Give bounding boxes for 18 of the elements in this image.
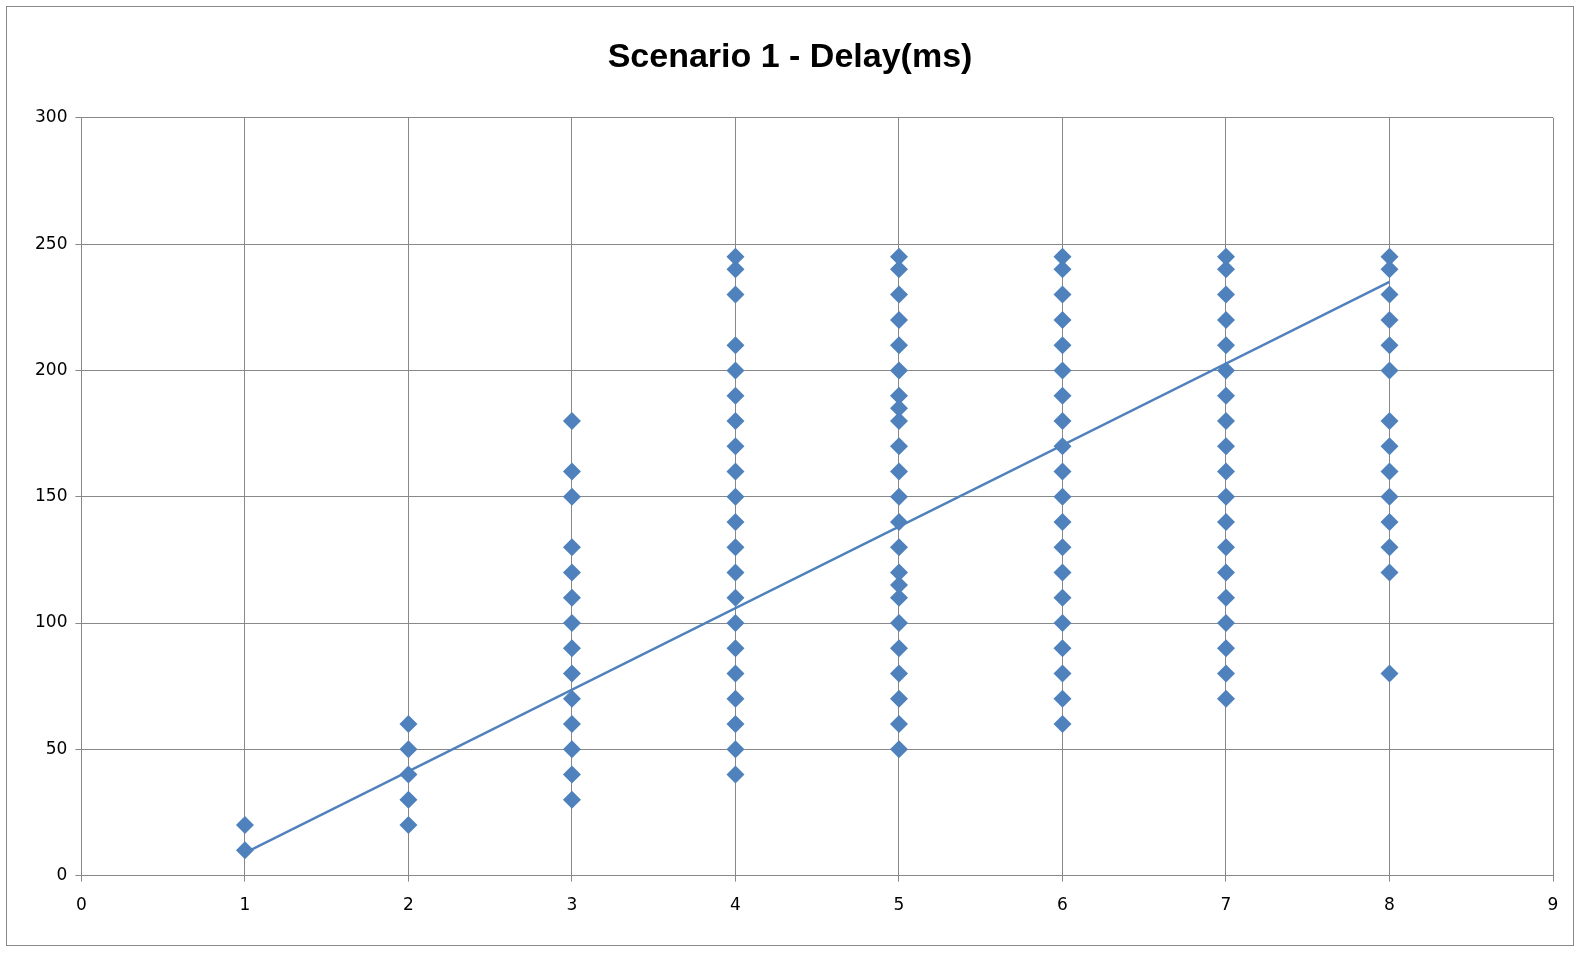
y-tick-label: 100	[34, 611, 68, 632]
y-tick-label: 150	[34, 485, 68, 506]
x-tick-label: 4	[730, 894, 741, 915]
y-tick-label: 300	[34, 106, 68, 127]
x-tick-label: 9	[1547, 894, 1559, 915]
x-tick-label: 1	[239, 894, 251, 915]
chart-title: Scenario 1 - Delay(ms)	[607, 35, 973, 74]
x-tick-label: 6	[1057, 894, 1068, 915]
y-tick-label: 50	[45, 737, 68, 758]
y-tick-label: 200	[34, 358, 68, 379]
y-tick-label: 250	[34, 232, 68, 253]
x-tick-label: 5	[893, 894, 905, 915]
x-tick-label: 8	[1384, 894, 1395, 915]
x-tick-label: 7	[1220, 894, 1232, 915]
x-tick-label: 2	[403, 894, 414, 915]
x-tick-label: 3	[566, 894, 578, 915]
y-tick-label: 0	[56, 864, 68, 885]
x-tick-label: 0	[76, 894, 87, 915]
